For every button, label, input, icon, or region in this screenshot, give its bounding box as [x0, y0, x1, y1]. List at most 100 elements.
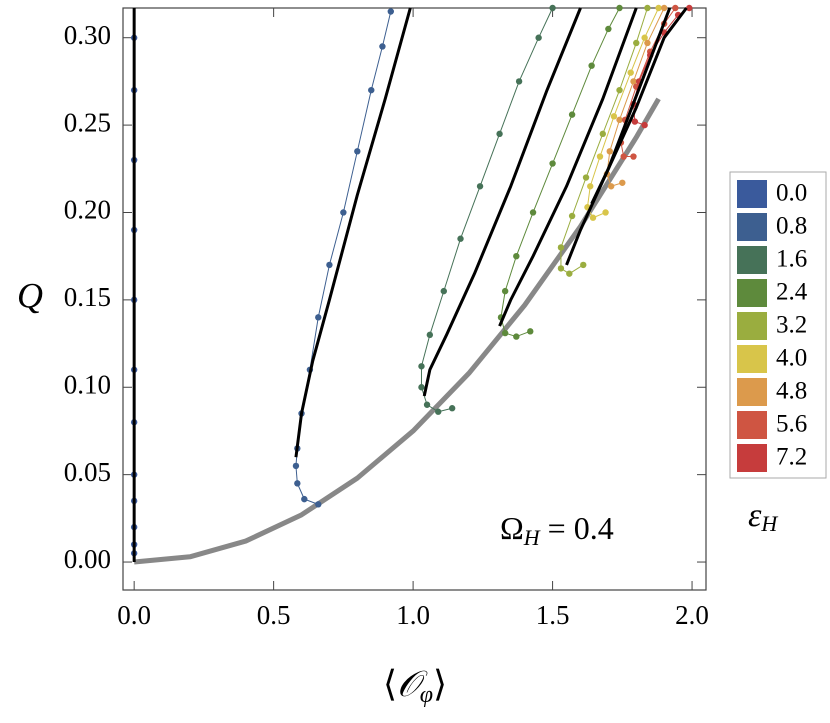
series-point: [631, 118, 639, 125]
series-point: [315, 314, 322, 321]
legend-swatch: [737, 378, 767, 406]
series-point: [549, 4, 556, 12]
series-point: [457, 235, 464, 242]
series-point: [501, 329, 509, 337]
legend-swatch: [737, 180, 767, 208]
series-point: [496, 130, 503, 138]
legend-label: 1.6: [776, 246, 807, 273]
series-point: [387, 8, 394, 15]
annotation: ΩH = 0.4: [500, 510, 614, 550]
boundary-curve: [133, 97, 661, 565]
series-point: [557, 244, 565, 251]
annotation-symbol: Ω: [500, 510, 524, 546]
annotation-text: = 0.4: [548, 510, 614, 546]
x-tick-label: 1.0: [396, 600, 430, 630]
series-point: [589, 214, 597, 221]
x-label-close: ⟩: [433, 664, 447, 704]
series-point: [620, 153, 627, 160]
series-point: [686, 4, 693, 12]
y-tick-label: 0.20: [64, 195, 111, 225]
series-point: [501, 287, 509, 295]
legend-label: 4.0: [776, 345, 807, 372]
series-point: [606, 148, 613, 155]
series-point: [660, 4, 668, 12]
x-tick-label: 0.5: [257, 600, 291, 630]
x-tick-label: 2.0: [675, 600, 709, 630]
legend-swatch: [737, 279, 767, 307]
legend-label: 5.6: [776, 411, 807, 438]
legend-swatch: [737, 312, 767, 340]
series-point: [418, 363, 425, 370]
series-point: [644, 4, 651, 12]
y-tick-label: 0.10: [64, 369, 111, 399]
series-point: [568, 111, 576, 118]
x-label-subscript: φ: [420, 682, 433, 708]
legend-swatch: [737, 246, 767, 274]
x-label-open: ⟨: [383, 664, 397, 704]
series-point: [326, 261, 333, 269]
legend-swatch: [737, 213, 767, 241]
series-point: [633, 39, 640, 47]
series-point: [630, 78, 637, 85]
annotation-subscript: H: [523, 525, 541, 550]
plot-frame: [122, 7, 707, 591]
series-point: [418, 384, 425, 391]
series-point: [616, 4, 623, 12]
series-point: [580, 261, 587, 269]
series-point: [315, 501, 322, 508]
series-line: [295, 11, 392, 505]
series-point: [610, 113, 618, 120]
series-point: [616, 86, 623, 94]
legend-title-subscript: H: [760, 511, 778, 536]
y-tick-label: 0.05: [64, 457, 111, 487]
series-point: [630, 153, 637, 160]
y-tick-label: 0.15: [64, 282, 111, 312]
series-point: [602, 209, 609, 216]
series-point: [557, 265, 565, 272]
y-tick-label: 0.30: [64, 20, 111, 50]
reference-curve: [422, 7, 582, 397]
legend-title: εH: [748, 497, 778, 536]
series-point: [644, 39, 651, 47]
x-tick-label: 0.0: [117, 600, 151, 630]
legend-label: 7.2: [776, 444, 807, 471]
series-point: [294, 480, 301, 487]
legend-label: 4.8: [776, 378, 807, 405]
reference-curve: [590, 7, 688, 205]
series-point: [566, 270, 573, 277]
series-point: [527, 328, 534, 335]
legend-frame: [729, 171, 827, 479]
series-point: [588, 62, 595, 69]
legend-label: 2.4: [776, 279, 808, 306]
legend-swatch: [737, 444, 767, 472]
x-axis-label: ⟨𝒪φ⟩: [383, 664, 447, 707]
series-point: [515, 78, 523, 85]
y-tick-label: 0.00: [64, 544, 111, 574]
reference-curve: [565, 7, 672, 266]
series-point: [627, 69, 634, 76]
legend-swatch: [737, 411, 767, 439]
series-point: [368, 86, 375, 94]
series-point: [513, 252, 520, 260]
series-point: [529, 209, 537, 216]
series-point: [301, 495, 308, 503]
series-point: [549, 160, 556, 167]
series-point: [641, 121, 648, 129]
x-tick-label: 1.5: [536, 600, 570, 630]
series-point: [435, 408, 442, 415]
legend-label: 0.0: [776, 180, 807, 207]
y-tick-label: 0.25: [64, 107, 111, 137]
series-point: [448, 405, 456, 412]
series-point: [605, 25, 612, 33]
series-point: [616, 116, 623, 124]
series-point: [426, 331, 434, 339]
series-line: [560, 7, 648, 275]
series-point: [599, 130, 606, 138]
series-point: [340, 209, 347, 216]
series-point: [354, 148, 361, 155]
legend-title-symbol: ε: [748, 497, 762, 534]
series-point: [440, 287, 447, 295]
y-axis-label: Q: [17, 275, 43, 315]
